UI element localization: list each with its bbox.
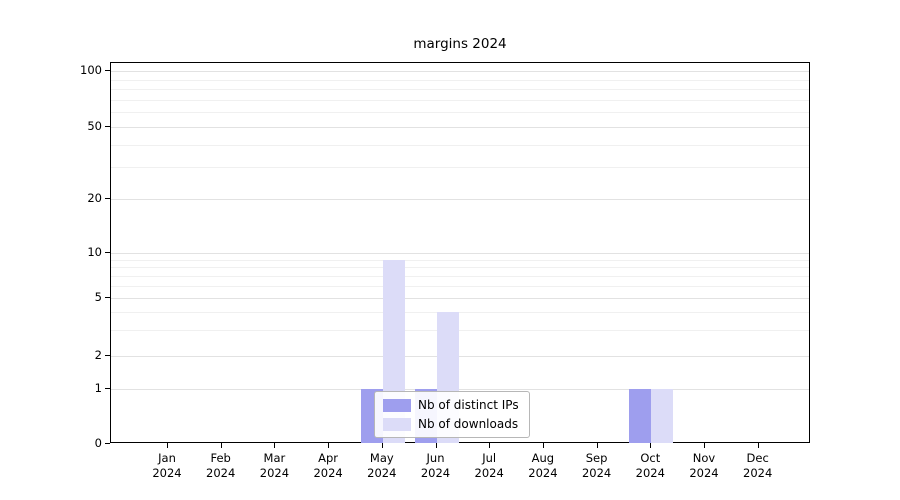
y-tick-mark	[105, 355, 110, 356]
x-tick-mark	[381, 443, 383, 448]
x-tick-label: Apr 2024	[298, 451, 358, 481]
x-tick-label: May 2024	[352, 451, 412, 481]
x-tick-year: 2024	[152, 466, 182, 480]
minor-gridline	[111, 330, 809, 332]
legend-color-patch	[383, 398, 411, 412]
legend-label: Nb of downloads	[418, 417, 519, 431]
y-tick-label: 5	[94, 290, 102, 304]
minor-gridline	[111, 79, 809, 81]
x-tick-year: 2024	[206, 466, 236, 480]
y-tick-mark	[105, 388, 110, 389]
minor-gridline	[111, 286, 809, 288]
x-tick-mark	[596, 443, 598, 448]
legend: Nb of distinct IPs Nb of downloads	[374, 391, 530, 438]
x-tick-year: 2024	[259, 466, 290, 480]
legend-entry: Nb of distinct IPs	[383, 398, 519, 412]
y-tick-mark	[105, 70, 110, 71]
major-gridline	[111, 356, 809, 357]
y-tick-mark	[105, 252, 110, 253]
minor-gridline	[111, 112, 809, 114]
x-tick-mark	[167, 443, 168, 448]
plot-area	[110, 62, 810, 443]
x-tick-month: Jul	[482, 451, 497, 465]
x-tick-label: Nov 2024	[674, 451, 734, 481]
x-tick-mark	[274, 443, 276, 448]
x-tick-month: May	[369, 451, 394, 465]
x-tick-year: 2024	[474, 466, 504, 480]
x-tick-month: Jun	[426, 451, 445, 465]
legend-color-patch	[383, 417, 411, 431]
x-tick-mark	[650, 443, 652, 448]
x-tick-year: 2024	[581, 466, 612, 480]
x-tick-mark	[704, 443, 705, 448]
x-tick-month: Jan	[158, 451, 176, 465]
x-tick-label: Feb 2024	[191, 451, 251, 481]
x-tick-year: 2024	[743, 466, 773, 480]
y-tick-label: 20	[87, 191, 102, 205]
x-tick-label: Sep 2024	[567, 451, 627, 481]
x-tick-year: 2024	[635, 466, 665, 480]
x-tick-mark	[328, 443, 330, 448]
y-tick-mark	[105, 443, 110, 444]
x-tick-year: 2024	[367, 466, 397, 480]
chart-title: margins 2024	[413, 36, 507, 52]
y-tick-mark	[105, 198, 110, 199]
x-tick-mark	[489, 443, 491, 448]
x-tick-year: 2024	[420, 466, 451, 480]
x-tick-month: Feb	[210, 451, 231, 465]
y-tick-mark	[105, 297, 110, 298]
y-tick-mark	[105, 126, 110, 127]
major-gridline	[111, 389, 809, 390]
x-tick-mark	[757, 443, 759, 448]
y-tick-label: 1	[94, 381, 102, 395]
x-tick-label: Mar 2024	[244, 451, 304, 481]
x-tick-year: 2024	[689, 466, 719, 480]
y-tick-label: 50	[87, 119, 102, 133]
minor-gridline	[111, 312, 809, 314]
major-gridline	[111, 298, 809, 299]
x-tick-month: Mar	[263, 451, 286, 465]
x-tick-year: 2024	[528, 466, 558, 480]
x-tick-mark	[435, 443, 437, 448]
x-tick-month: Oct	[640, 451, 661, 465]
x-tick-mark	[542, 443, 544, 448]
x-tick-label: Jun 2024	[406, 451, 466, 481]
y-tick-label: 0	[94, 436, 102, 450]
bar-downloads	[651, 389, 674, 443]
x-tick-label: Oct 2024	[620, 451, 680, 481]
x-tick-label: Dec 2024	[728, 451, 788, 481]
minor-gridline	[111, 89, 809, 91]
minor-gridline	[111, 276, 809, 278]
major-gridline	[111, 127, 809, 128]
major-gridline	[111, 71, 809, 72]
major-gridline	[111, 199, 809, 200]
x-tick-month: Aug	[531, 451, 555, 465]
x-tick-label: Jul 2024	[459, 451, 519, 481]
x-tick-month: Sep	[585, 451, 608, 465]
x-tick-month: Apr	[318, 451, 339, 465]
legend-entry: Nb of downloads	[383, 417, 519, 431]
x-tick-month: Dec	[746, 451, 769, 465]
minor-gridline	[111, 259, 809, 261]
legend-label: Nb of distinct IPs	[418, 398, 519, 412]
x-tick-year: 2024	[313, 466, 343, 480]
bar-distinct-ips	[629, 389, 652, 443]
x-tick-label: Aug 2024	[513, 451, 573, 481]
y-tick-label: 10	[87, 245, 102, 259]
minor-gridline	[111, 144, 809, 146]
y-tick-label: 2	[94, 348, 102, 362]
x-tick-label: Jan 2024	[137, 451, 197, 481]
x-tick-mark	[220, 443, 222, 448]
minor-gridline	[111, 99, 809, 101]
minor-gridline	[111, 167, 809, 169]
major-gridline	[111, 253, 809, 254]
x-tick-month: Nov	[692, 451, 716, 465]
y-tick-label: 100	[80, 63, 102, 77]
minor-gridline	[111, 267, 809, 269]
